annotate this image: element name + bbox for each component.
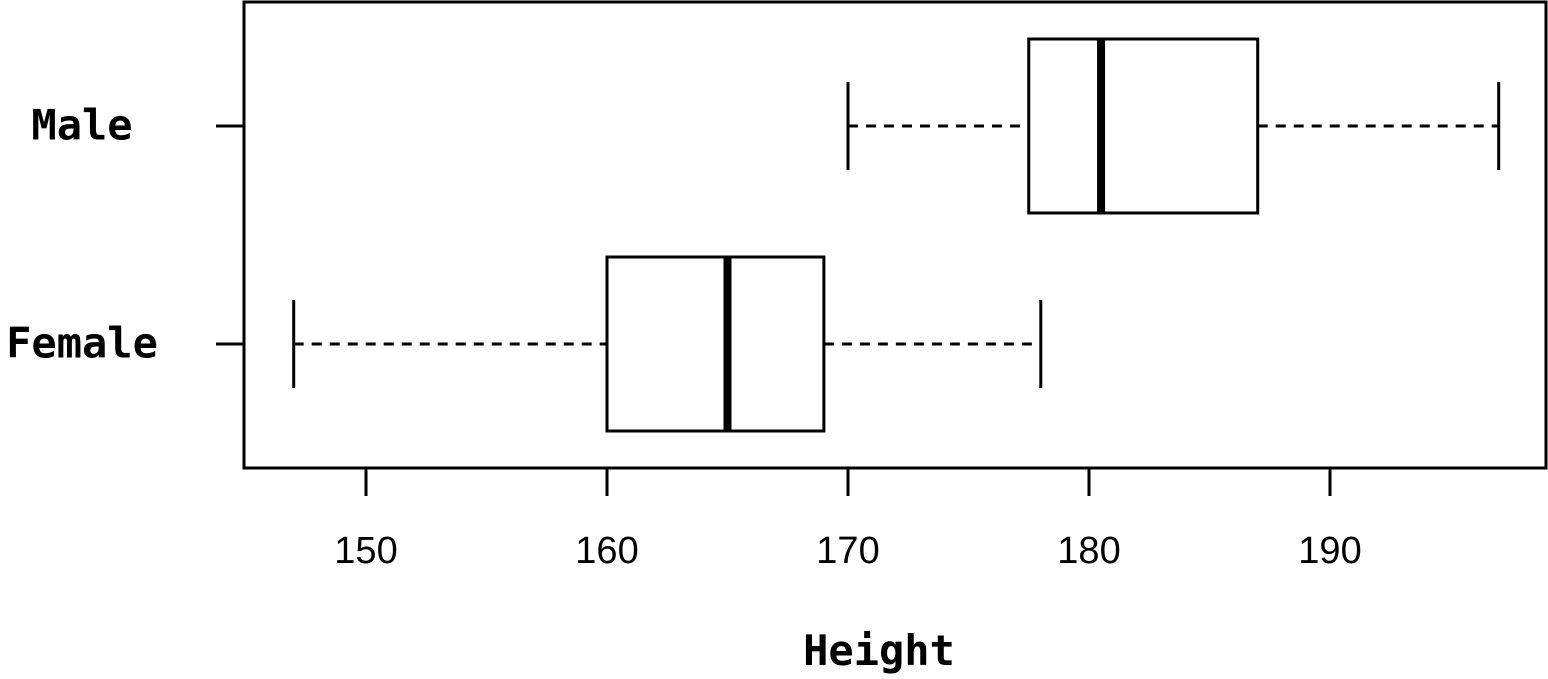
x-tick-label-160: 160 — [575, 530, 638, 572]
chart-marks — [292, 37, 1501, 433]
iqr-box — [1027, 37, 1260, 215]
box-male — [846, 37, 1501, 215]
plot-frame — [242, 0, 1548, 470]
box-female — [292, 255, 1043, 433]
y-tick-label-male: Male — [31, 101, 132, 150]
x-tick-label-150: 150 — [334, 530, 397, 572]
x-tick-label-190: 190 — [1298, 530, 1361, 572]
y-axis: Male Female — [6, 101, 244, 368]
x-axis: 150 160 170 180 190 — [334, 468, 1362, 572]
x-tick-label-170: 170 — [816, 530, 879, 572]
x-axis-title: Height — [803, 626, 955, 675]
x-tick-label-180: 180 — [1057, 530, 1120, 572]
iqr-box — [605, 255, 826, 433]
y-tick-label-female: Female — [6, 319, 158, 368]
